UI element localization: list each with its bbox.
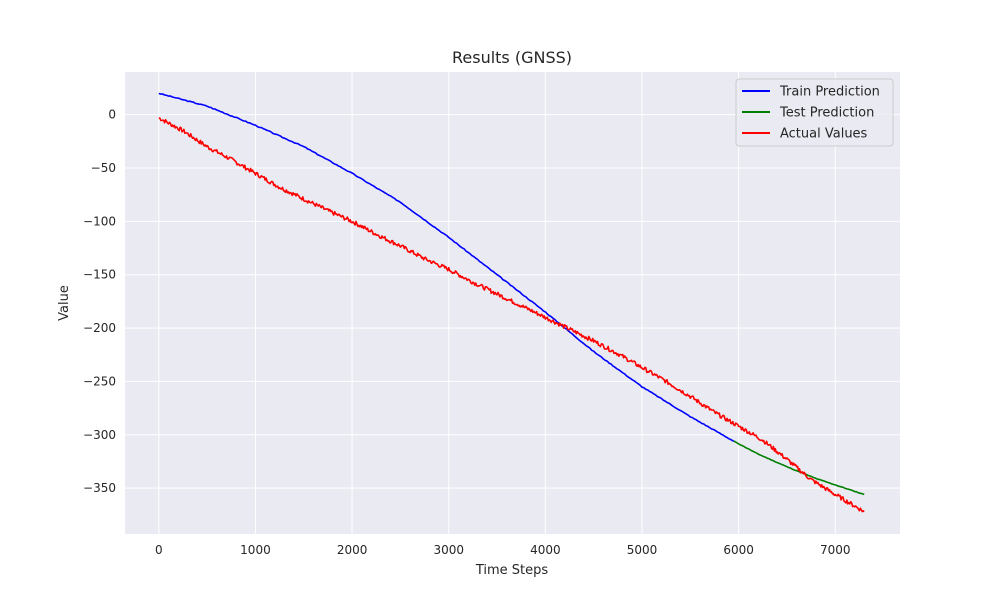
chart-title: Results (GNSS) bbox=[452, 48, 572, 67]
x-tick-label: 2000 bbox=[337, 543, 368, 557]
actual-values-line bbox=[158, 117, 865, 513]
y-tick-label: −200 bbox=[83, 321, 116, 335]
y-tick-label: −350 bbox=[83, 481, 116, 495]
y-axis-ticks: 0 −50 −100 −150 −200 −250 −300 −350 bbox=[83, 108, 116, 495]
legend-entry-test-prediction-label: Test Prediction bbox=[779, 106, 874, 121]
legend-entry-train-prediction-label: Train Prediction bbox=[779, 85, 880, 100]
x-tick-label: 6000 bbox=[723, 543, 754, 557]
x-tick-label: 7000 bbox=[820, 543, 851, 557]
x-tick-label: 5000 bbox=[627, 543, 658, 557]
y-tick-label: 0 bbox=[108, 108, 116, 122]
legend-entry-actual-values-label: Actual Values bbox=[780, 127, 868, 142]
data-lines bbox=[158, 92, 865, 513]
legend-box bbox=[735, 78, 894, 147]
y-tick-label: −150 bbox=[83, 268, 116, 282]
train-prediction-line bbox=[158, 92, 735, 442]
y-tick-label: −250 bbox=[83, 374, 116, 388]
x-axis-ticks: 0 1000 2000 3000 4000 5000 6000 7000 bbox=[155, 543, 851, 557]
x-tick-label: 4000 bbox=[530, 543, 561, 557]
legend: Train Prediction Test Prediction Actual Va… bbox=[735, 78, 894, 147]
x-tick-label: 1000 bbox=[240, 543, 271, 557]
grid bbox=[125, 72, 900, 534]
x-tick-label: 0 bbox=[155, 543, 163, 557]
y-tick-label: −50 bbox=[91, 161, 116, 175]
y-tick-label: −300 bbox=[83, 428, 116, 442]
test-prediction-line bbox=[733, 440, 865, 496]
x-tick-label: 3000 bbox=[433, 543, 464, 557]
y-axis-label: Value bbox=[57, 285, 72, 321]
x-axis-label: Time Steps bbox=[475, 563, 549, 578]
y-tick-label: −100 bbox=[83, 214, 116, 228]
